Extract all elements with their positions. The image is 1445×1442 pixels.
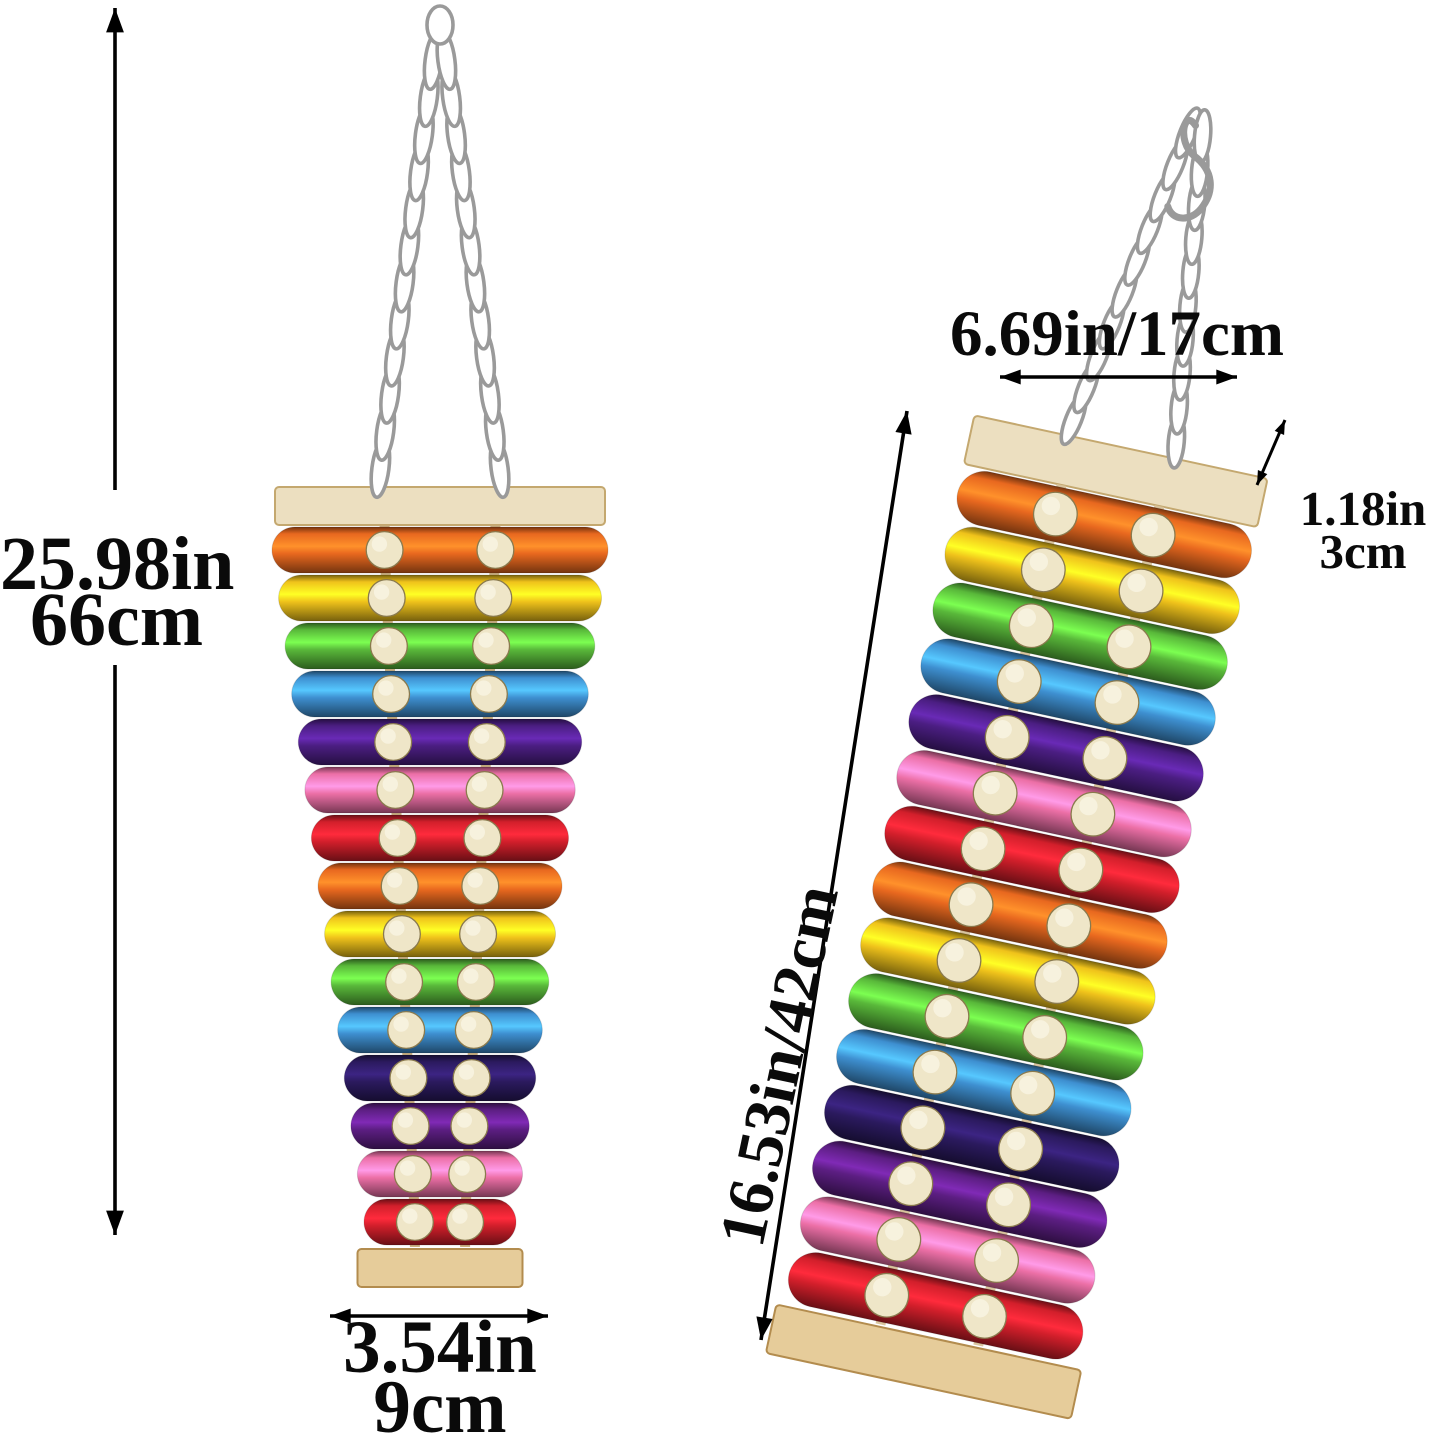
svg-text:16.53in/42cm: 16.53in/42cm [706,879,853,1252]
svg-text:6.69in/17cm: 6.69in/17cm [950,298,1284,370]
svg-text:3cm: 3cm [1319,524,1406,579]
svg-text:9cm: 9cm [373,1366,506,1442]
svg-text:66cm: 66cm [30,578,203,662]
